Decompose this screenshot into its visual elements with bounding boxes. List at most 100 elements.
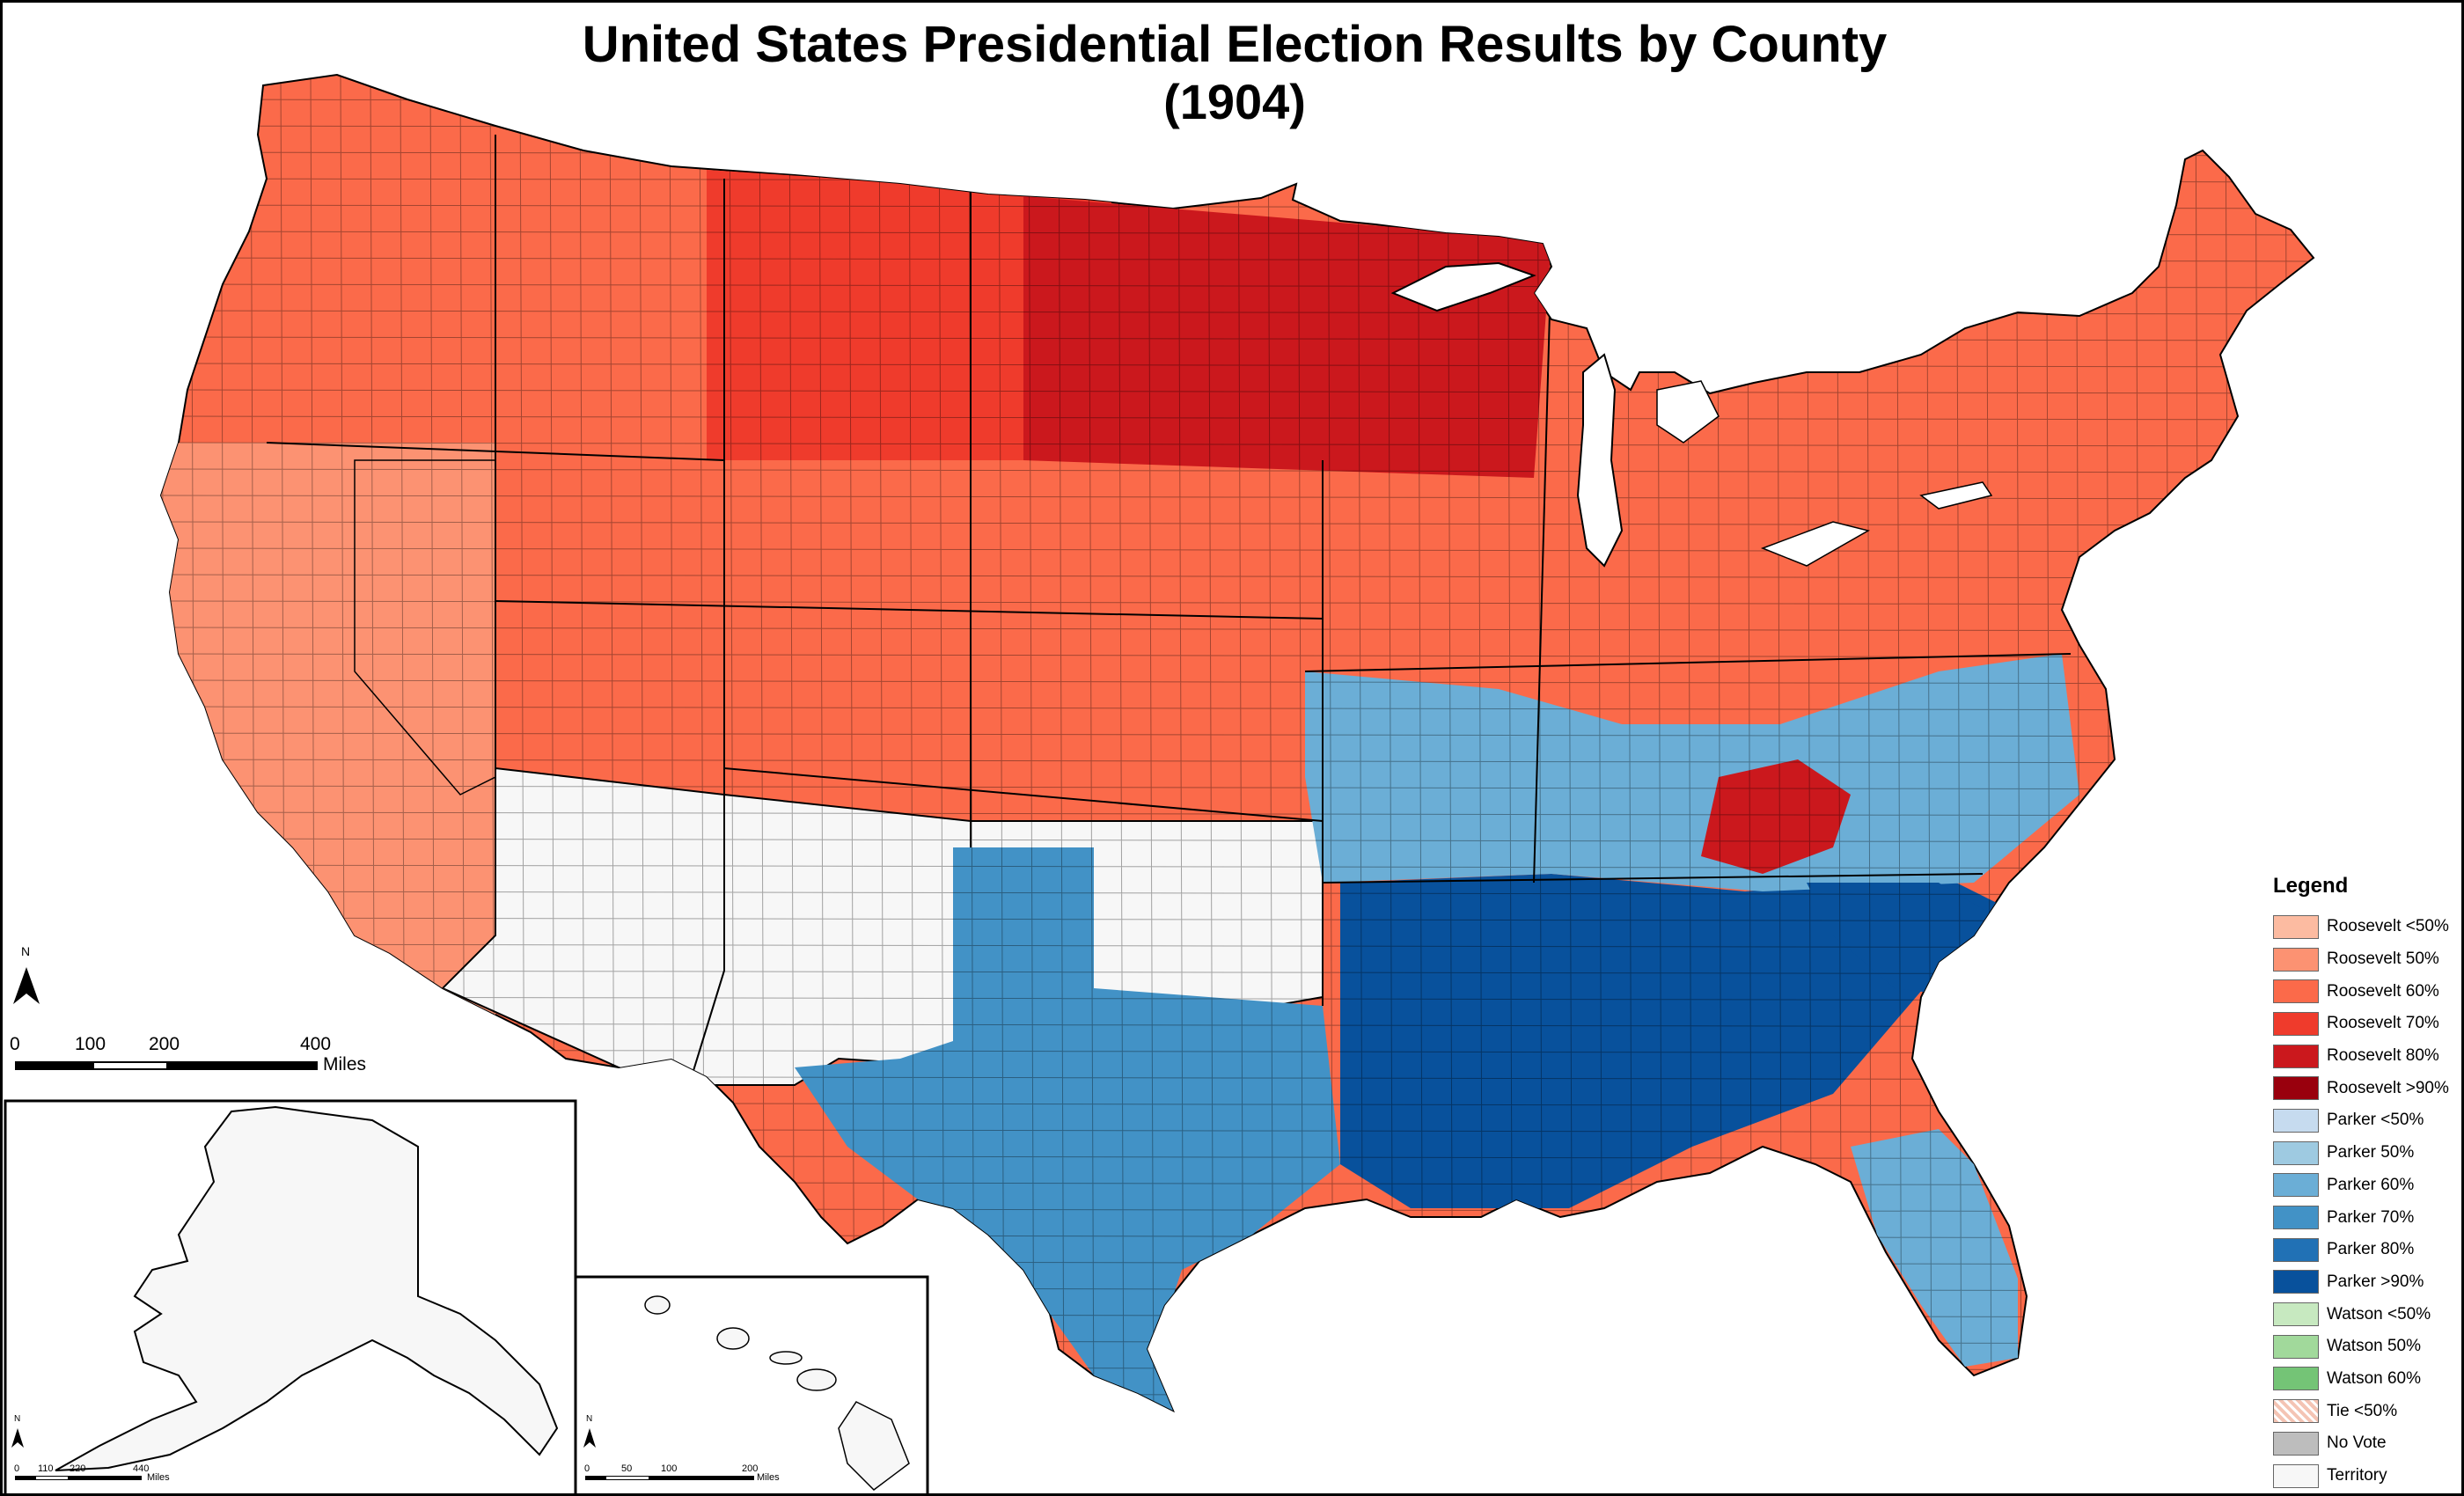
legend-title: Legend xyxy=(2273,874,2349,898)
north-arrow-label: N xyxy=(21,944,31,958)
legend-swatch xyxy=(2273,947,2319,972)
legend-label: Tie <50% xyxy=(2327,1401,2398,1420)
legend-swatch xyxy=(2273,1076,2319,1101)
legend-swatch xyxy=(2273,1044,2319,1068)
alaska-scale-tick-220: 220 xyxy=(70,1463,86,1474)
alaska-north-label: N xyxy=(14,1414,21,1424)
scale-tick-100: 100 xyxy=(75,1034,106,1054)
region-texas xyxy=(795,847,1340,1411)
legend-label: Roosevelt <50% xyxy=(2327,917,2449,936)
legend-item: Watson <50% xyxy=(2273,1298,2458,1331)
scale-unit: Miles xyxy=(323,1054,367,1074)
legend-swatch xyxy=(2273,1463,2319,1488)
legend-swatch xyxy=(2273,1334,2319,1359)
region-north-plains xyxy=(707,170,1111,460)
scale-tick-400: 400 xyxy=(300,1034,332,1054)
legend-swatch xyxy=(2273,1399,2319,1424)
hawaii-scale-unit: Miles xyxy=(757,1472,780,1483)
alaska-scale-tick-0: 0 xyxy=(14,1463,20,1474)
legend-swatch xyxy=(2273,1140,2319,1165)
legend-item: No Vote xyxy=(2273,1427,2458,1460)
legend-list: Roosevelt <50% Roosevelt 50% Roosevelt 60%… xyxy=(2273,911,2458,1492)
map-canvas xyxy=(4,73,2315,1493)
legend-label: Parker <50% xyxy=(2327,1111,2424,1130)
hawaii-inset xyxy=(574,1275,929,1493)
kauai xyxy=(644,1295,671,1315)
alaska-scale-tick-110: 110 xyxy=(38,1463,54,1474)
hawaii-scale-tick-0: 0 xyxy=(584,1463,590,1474)
legend-swatch xyxy=(2273,1011,2319,1036)
legend-item: Roosevelt 80% xyxy=(2273,1040,2458,1073)
lake-erie xyxy=(1760,521,1870,567)
legend-item: Roosevelt <50% xyxy=(2273,911,2458,943)
region-new-mexico-territory xyxy=(687,793,972,1086)
legend-label: Roosevelt 70% xyxy=(2327,1014,2439,1033)
lake-superior xyxy=(1390,261,1536,312)
hawaii-scale-tick-50: 50 xyxy=(621,1463,633,1474)
hawaii-scale-tick-100: 100 xyxy=(661,1463,678,1474)
legend-item: Parker >90% xyxy=(2273,1266,2458,1299)
legend-item: Roosevelt >90% xyxy=(2273,1072,2458,1104)
legend-item: Parker 70% xyxy=(2273,1201,2458,1234)
legend-swatch xyxy=(2273,1302,2319,1327)
region-florida xyxy=(1851,1129,2018,1367)
hawaii-north-arrow xyxy=(583,1428,596,1448)
lake-ontario xyxy=(1919,481,1993,510)
alaska-north-arrow xyxy=(11,1428,24,1448)
legend-swatch xyxy=(2273,1173,2319,1198)
legend-swatch xyxy=(2273,1367,2319,1391)
hawaii-scale-bar xyxy=(585,1476,754,1480)
legend-label: Watson <50% xyxy=(2327,1304,2431,1324)
region-upper-midwest xyxy=(1023,196,1551,478)
legend-item: Watson 60% xyxy=(2273,1363,2458,1396)
state-boundaries xyxy=(266,135,2072,1006)
legend-label: Roosevelt 80% xyxy=(2327,1046,2439,1066)
molokai xyxy=(769,1351,803,1365)
scale-tick-200: 200 xyxy=(149,1034,180,1054)
legend-item: Roosevelt 50% xyxy=(2273,943,2458,976)
hawaii-north-label: N xyxy=(586,1414,593,1424)
legend-item: Territory xyxy=(2273,1460,2458,1492)
alaska-scale-bar xyxy=(15,1476,142,1480)
legend-label: Territory xyxy=(2327,1466,2387,1485)
map-subtitle-year: (1904) xyxy=(1163,74,1306,129)
lake-michigan xyxy=(1576,353,1624,568)
north-arrow xyxy=(13,967,40,1004)
legend-swatch xyxy=(2273,1270,2319,1294)
legend-item: Roosevelt 60% xyxy=(2273,975,2458,1008)
legend-swatch xyxy=(2273,1431,2319,1456)
legend-item: Parker 50% xyxy=(2273,1137,2458,1170)
legend-label: Watson 60% xyxy=(2327,1368,2422,1388)
main-scale-bar xyxy=(15,1061,318,1070)
legend-label: No Vote xyxy=(2327,1434,2387,1453)
legend-label: Parker 80% xyxy=(2327,1240,2415,1259)
hawaii-scale-tick-200: 200 xyxy=(742,1463,759,1474)
legend-swatch xyxy=(2273,1108,2319,1133)
lake-huron xyxy=(1656,380,1720,444)
alaska-scale-unit: Miles xyxy=(147,1472,170,1483)
hawaii-big-island xyxy=(838,1401,910,1491)
legend-swatch xyxy=(2273,979,2319,1004)
map-title: United States Presidential Election Resu… xyxy=(582,16,1888,73)
scale-tick-0: 0 xyxy=(10,1034,20,1054)
legend-item: Parker 60% xyxy=(2273,1170,2458,1202)
region-appalachia xyxy=(1701,759,1851,874)
legend-item: Roosevelt 70% xyxy=(2273,1008,2458,1040)
legend-label: Roosevelt >90% xyxy=(2327,1078,2449,1097)
region-upper-south xyxy=(1305,654,2079,891)
alaska-inset xyxy=(4,1099,577,1493)
oahu xyxy=(716,1327,750,1350)
legend-item: Watson 50% xyxy=(2273,1331,2458,1363)
legend: Legend Roosevelt <50% Roosevelt 50% Roosev… xyxy=(2273,874,2458,1492)
legend-label: Parker 70% xyxy=(2327,1207,2415,1227)
legend-item: Parker <50% xyxy=(2273,1104,2458,1137)
region-deep-south xyxy=(1340,874,2027,1208)
alaska-scale-tick-440: 440 xyxy=(133,1463,150,1474)
region-nevada xyxy=(354,459,496,796)
legend-item: Parker 80% xyxy=(2273,1234,2458,1266)
legend-label: Parker 60% xyxy=(2327,1175,2415,1194)
legend-label: Parker >90% xyxy=(2327,1272,2424,1291)
legend-label: Roosevelt 60% xyxy=(2327,981,2439,1001)
us-mainland xyxy=(159,73,2315,1413)
